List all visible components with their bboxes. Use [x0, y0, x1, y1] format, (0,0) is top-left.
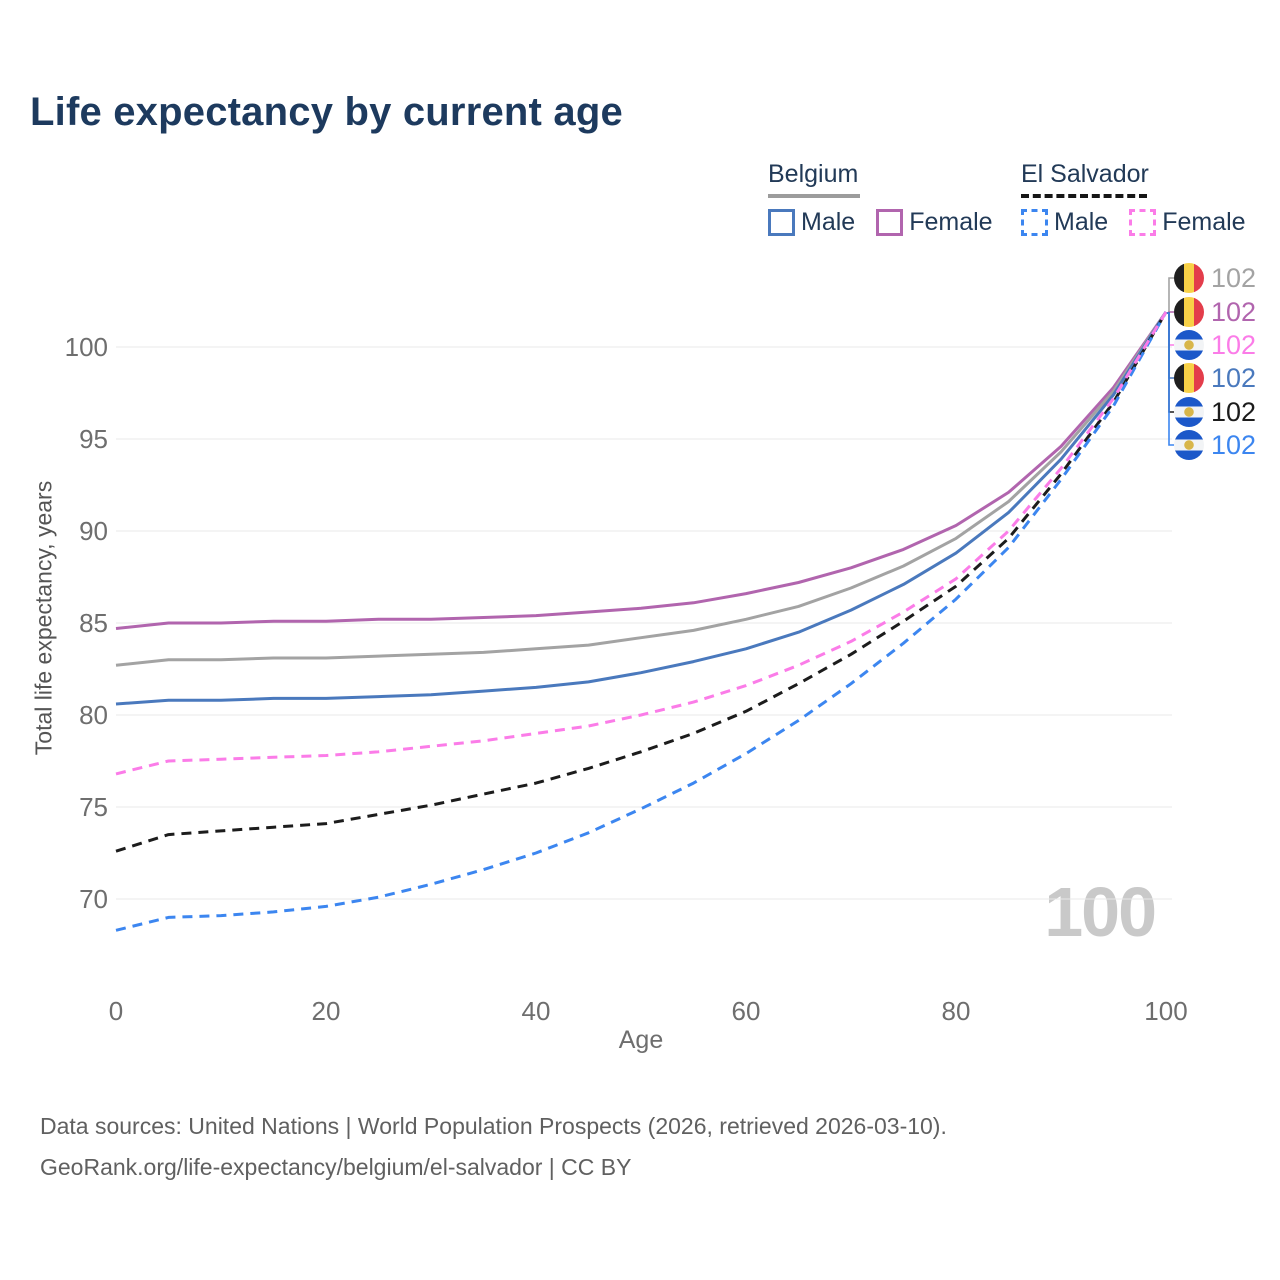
end-label-row: 102	[1174, 330, 1256, 360]
y-tick-90: 90	[79, 516, 108, 546]
y-tick-100: 100	[64, 332, 108, 362]
series-line-belgium-male	[115, 311, 1168, 706]
y-tick-70: 70	[79, 884, 108, 914]
flag-el-salvador-icon	[1174, 430, 1204, 460]
legend-label-belgium-female: Female	[909, 208, 993, 236]
footer: Data sources: United Nations | World Pop…	[40, 1106, 947, 1188]
y-axis-title: Total life expectancy, years	[30, 480, 57, 756]
end-value: 102	[1211, 396, 1257, 427]
page-title: Life expectancy by current age	[30, 90, 623, 134]
series-line-el-salvador-male	[115, 311, 1168, 932]
end-label-row: 102	[1174, 297, 1256, 327]
legend-label-el-salvador-male: Male	[1054, 208, 1109, 236]
el-salvador-line-style-swatch	[1021, 194, 1147, 198]
end-label-connector	[1166, 311, 1174, 314]
footer-data-sources: Data sources: United Nations | World Pop…	[40, 1113, 947, 1139]
end-label-connector	[1166, 312, 1174, 413]
end-value: 102	[1211, 362, 1257, 393]
end-label-connector	[1166, 312, 1174, 379]
series-line-belgium-all	[115, 311, 1168, 667]
y-tick-95: 95	[79, 424, 108, 454]
legend-label-el-salvador-female: Female	[1162, 208, 1246, 236]
belgium-line-style-swatch	[768, 194, 860, 198]
end-label-row: 102	[1174, 397, 1256, 427]
y-tick-80: 80	[79, 700, 108, 730]
legend-item-belgium-male[interactable]: Male	[768, 208, 855, 237]
end-label-row: 102	[1174, 263, 1256, 293]
legend-group-belgium: Belgium Male Female	[768, 160, 993, 237]
x-tick-40: 40	[521, 996, 551, 1026]
x-tick-20: 20	[311, 996, 341, 1026]
footer-attribution: GeoRank.org/life-expectancy/belgium/el-s…	[40, 1154, 632, 1180]
flag-belgium-icon	[1174, 263, 1204, 293]
y-tick-75: 75	[79, 792, 108, 822]
end-value: 102	[1211, 429, 1257, 460]
series-line-belgium-female	[115, 311, 1168, 630]
el-salvador-male-swatch	[1021, 209, 1048, 236]
y-tick-85: 85	[79, 608, 108, 638]
flag-belgium-icon	[1174, 297, 1204, 327]
end-label-connector	[1166, 277, 1174, 314]
x-tick-0: 0	[108, 996, 124, 1026]
belgium-male-swatch	[768, 209, 795, 236]
end-value: 102	[1211, 262, 1257, 293]
end-label-row: 102	[1174, 430, 1256, 460]
legend-item-el-salvador-female[interactable]: Female	[1129, 208, 1246, 237]
end-value: 102	[1211, 329, 1257, 360]
flag-belgium-icon	[1174, 363, 1204, 393]
el-salvador-female-swatch	[1129, 209, 1157, 236]
legend-country-el-salvador: El Salvador	[1021, 160, 1149, 188]
x-tick-100: 100	[1144, 996, 1188, 1026]
flag-el-salvador-icon	[1174, 397, 1204, 427]
x-tick-80: 80	[941, 996, 971, 1026]
x-axis-title: Age	[618, 1026, 664, 1054]
end-label-row: 102	[1174, 363, 1256, 393]
series-line-el-salvador-female	[115, 311, 1168, 776]
end-value: 102	[1211, 296, 1257, 327]
end-label-connector	[1166, 312, 1174, 346]
legend-group-el-salvador: El Salvador Male Female	[1021, 160, 1246, 237]
series-line-el-salvador-all	[115, 311, 1168, 853]
legend-label-belgium-male: Male	[801, 208, 856, 236]
flag-el-salvador-icon	[1174, 330, 1204, 360]
end-label-connector	[1166, 312, 1174, 446]
legend-item-belgium-female[interactable]: Female	[876, 208, 993, 237]
legend-item-el-salvador-male[interactable]: Male	[1021, 208, 1108, 237]
legend-country-belgium: Belgium	[768, 160, 859, 188]
belgium-female-swatch	[876, 209, 904, 236]
x-tick-60: 60	[731, 996, 761, 1026]
age-watermark: 100	[1044, 873, 1157, 951]
